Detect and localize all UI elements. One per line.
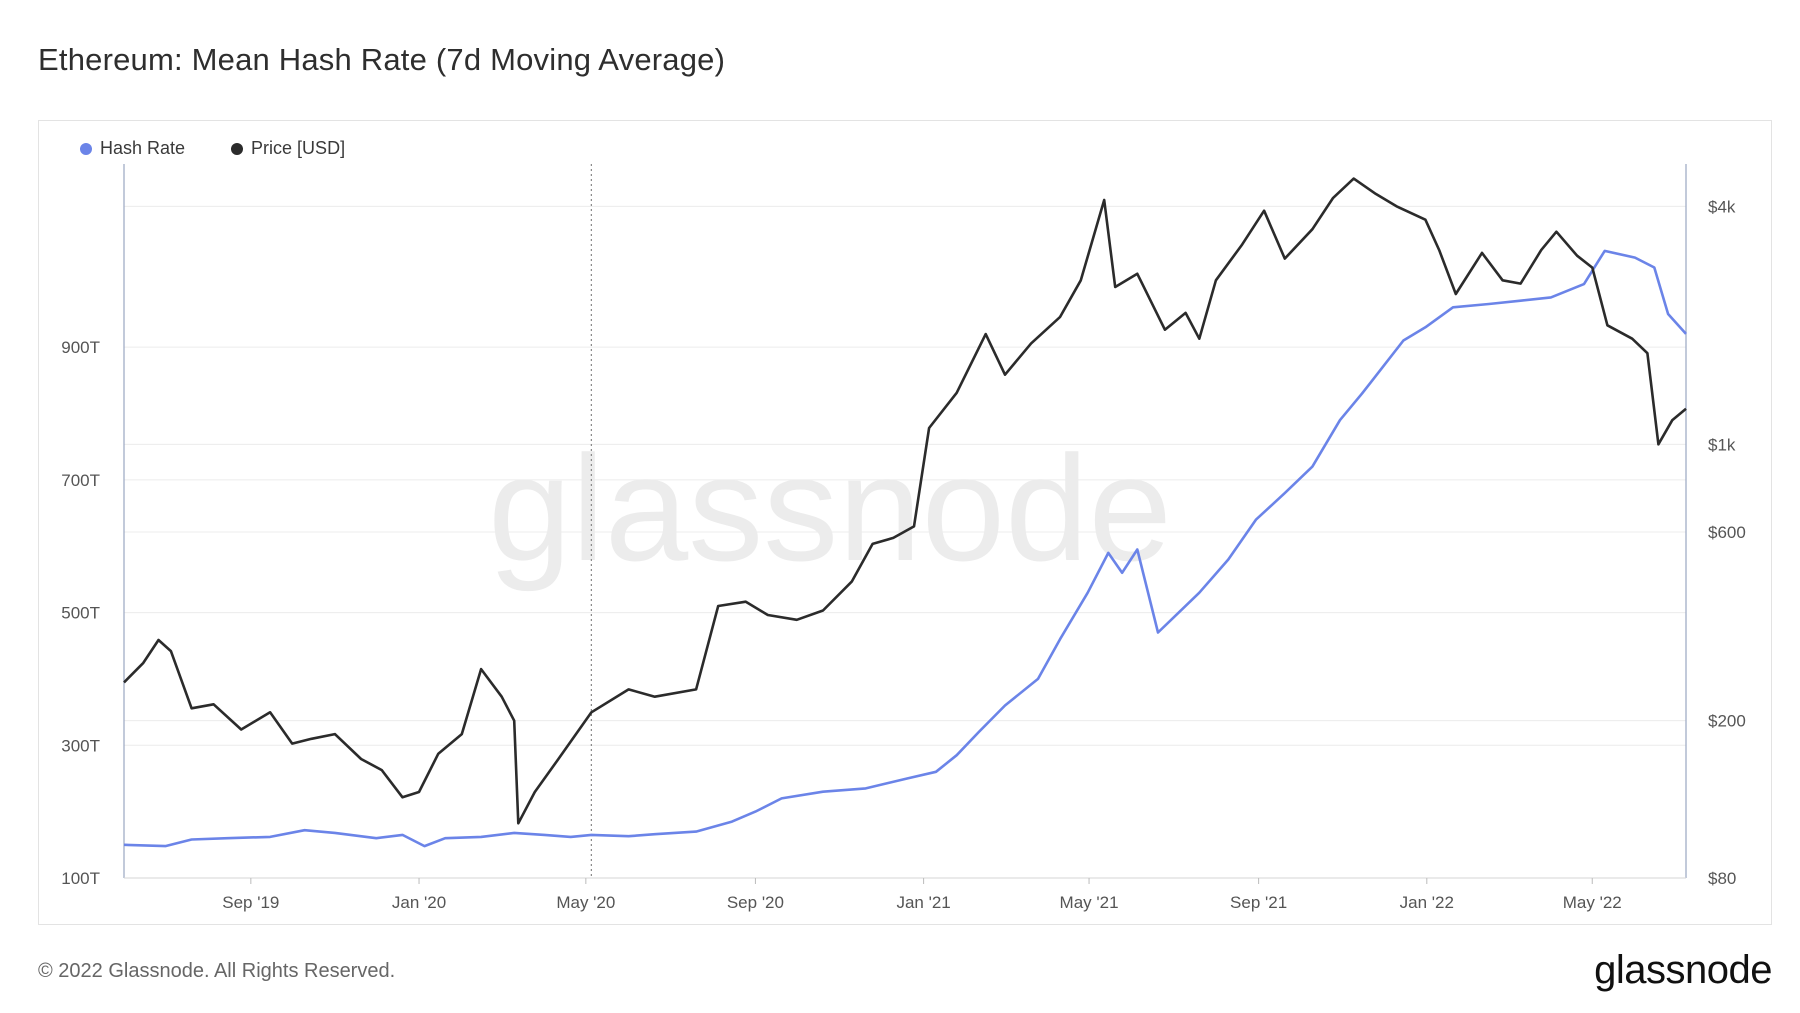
y-right-tick-label-1: $200 [1708,712,1746,731]
legend-dot-price [231,142,244,155]
axes [123,164,1687,879]
page-title: Ethereum: Mean Hash Rate (7d Moving Aver… [38,42,726,77]
watermark: glassnode [488,424,1172,592]
y-right-tick-label-3: $1k [1708,435,1736,454]
x-tick-label-3: Sep '20 [727,893,784,912]
x-tick-label-5: May '21 [1060,893,1119,912]
y-left-tick-label-4: 900T [61,338,100,357]
legend-item-price[interactable]: Price [USD] [231,138,345,159]
y-right-tick-label-4: $4k [1708,197,1736,216]
y-left-tick-label-0: 100T [61,869,100,888]
legend: Hash Rate Price [USD] [80,138,345,159]
y-left-tick-label-1: 300T [61,736,100,755]
chart-frame [38,120,1772,925]
copyright-notice: © 2022 Glassnode. All Rights Reserved. [38,960,396,982]
legend-dot-hash-rate [80,142,92,155]
x-tick-label-6: Sep '21 [1230,893,1287,912]
tick-labels: Sep '19 Jan '20 May '20 Sep '20 Jan '21 May '… [61,197,1746,912]
legend-label-hash-rate: Hash Rate [100,138,186,158]
x-tick-label-0: Sep '19 [222,893,279,912]
x-tick-label-4: Jan '21 [896,893,950,912]
y-right-tick-label-2: $600 [1708,523,1746,542]
brand-logo[interactable]: glassnode [1594,948,1772,992]
series-line-price[interactable] [123,177,1687,825]
y-left-tick-label-3: 700T [61,471,100,490]
legend-label-price: Price [USD] [251,138,346,158]
series-line-hash-rate[interactable] [123,249,1687,848]
x-tick-label-8: May '22 [1563,893,1622,912]
legend-item-hash-rate[interactable]: Hash Rate [80,138,185,159]
y-right-tick-label-0: $80 [1708,869,1736,888]
x-tick-label-1: Jan '20 [392,893,446,912]
y-left-tick-label-2: 500T [61,604,100,623]
x-tick-label-2: May '20 [556,893,615,912]
x-tick-label-7: Jan '22 [1400,893,1454,912]
